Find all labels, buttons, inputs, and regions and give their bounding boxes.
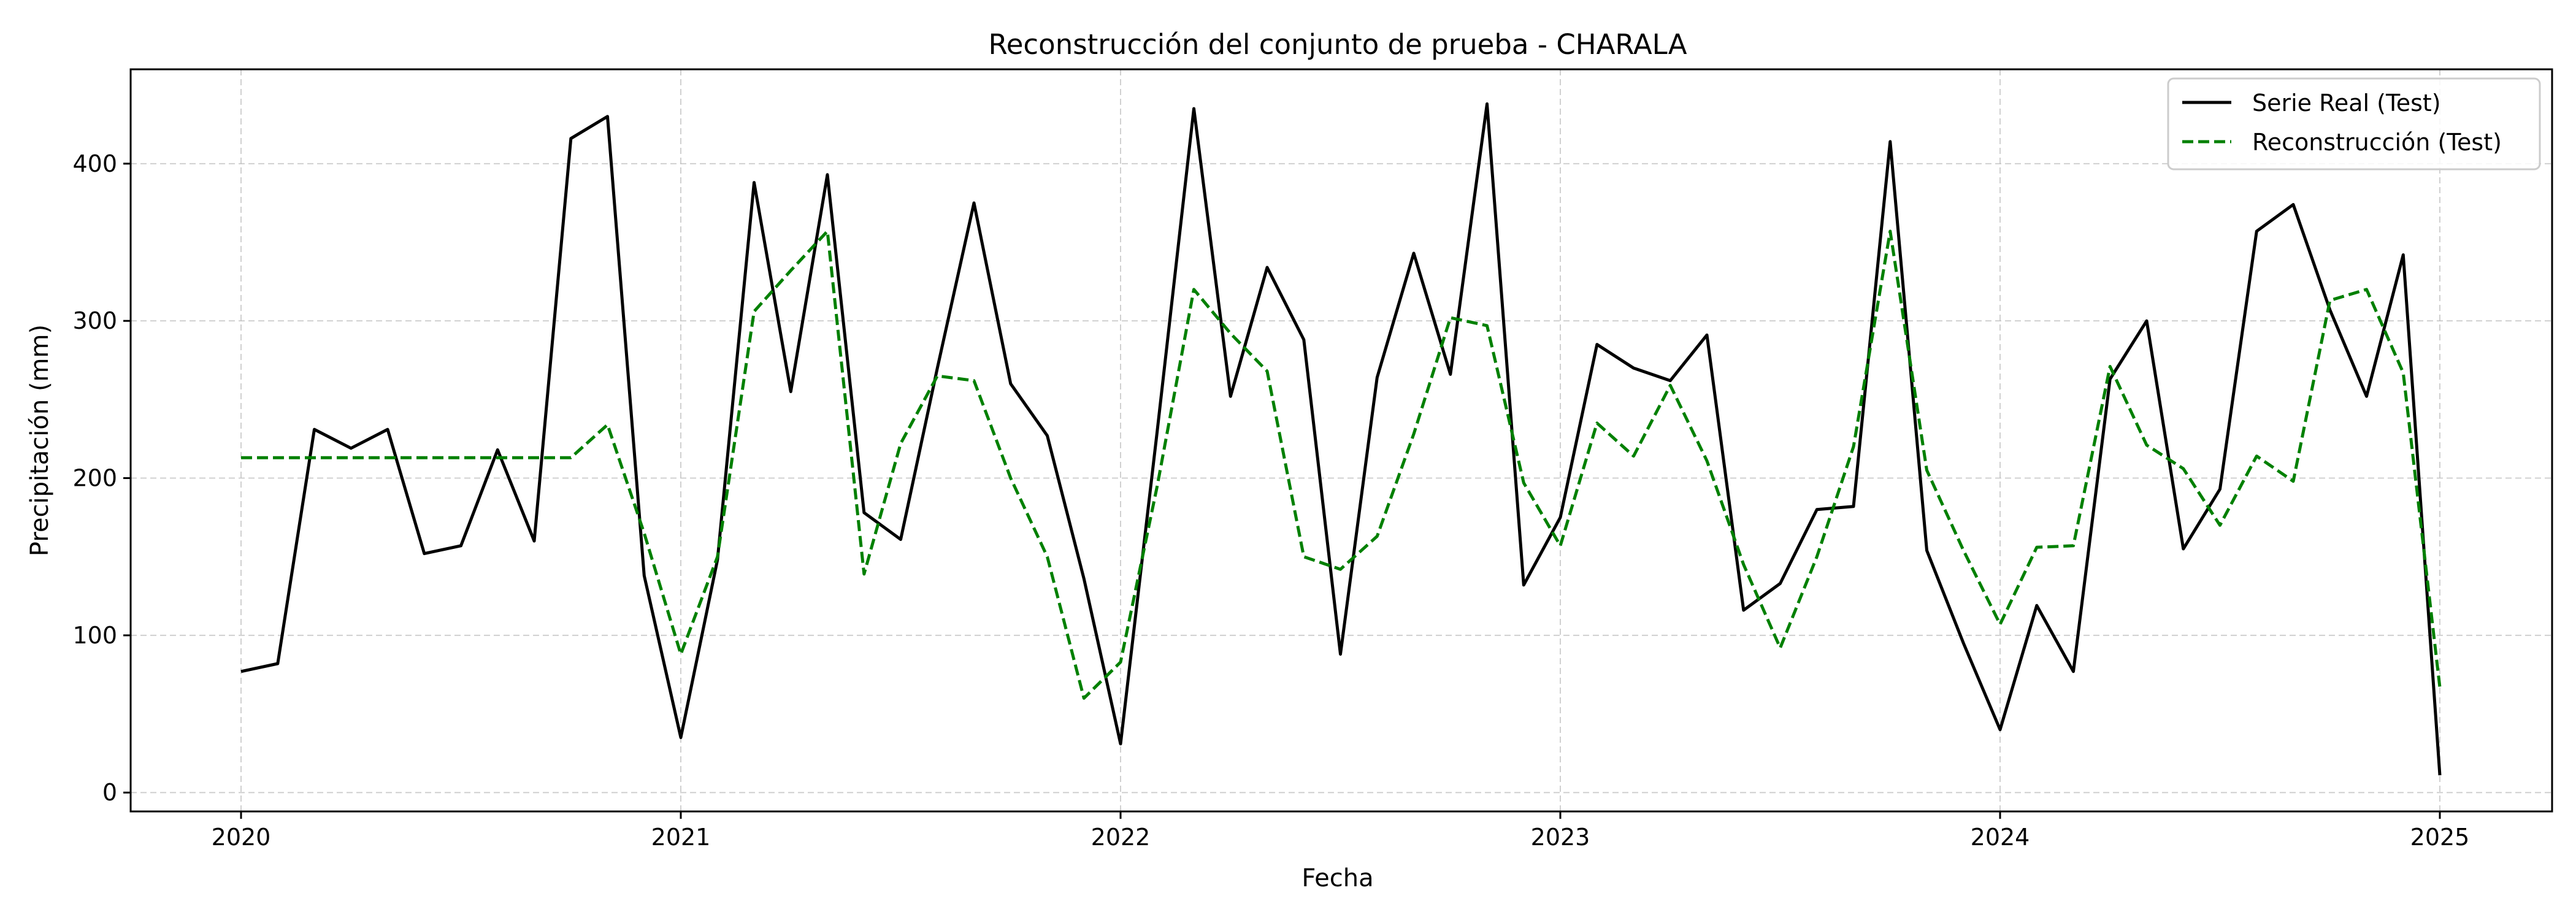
y-tick-label: 100 bbox=[72, 622, 117, 649]
legend-label-real: Serie Real (Test) bbox=[2252, 90, 2441, 117]
x-tick-label: 2022 bbox=[1091, 824, 1151, 851]
series-layer bbox=[240, 102, 2442, 776]
y-axis-label: Precipitación (mm) bbox=[26, 324, 54, 556]
x-axis-label: Fecha bbox=[1301, 864, 1373, 892]
plot-frame bbox=[129, 68, 2553, 813]
x-tick-label: 2023 bbox=[1531, 824, 1590, 851]
x-tick-label: 2024 bbox=[1971, 824, 2030, 851]
legend: Serie Real (Test) Reconstrucción (Test) bbox=[2167, 77, 2541, 171]
series-line-real bbox=[240, 102, 2442, 776]
y-tick-label: 300 bbox=[72, 307, 117, 334]
x-tick-label: 2020 bbox=[212, 824, 271, 851]
y-tick-label: 200 bbox=[72, 465, 117, 492]
x-tick-label: 2025 bbox=[2410, 824, 2470, 851]
grid bbox=[131, 69, 2552, 811]
x-tick-label: 2021 bbox=[651, 824, 711, 851]
y-tick-label: 0 bbox=[102, 779, 117, 806]
chart-title: Reconstrucción del conjunto de prueba - … bbox=[988, 28, 1687, 61]
y-axis: 0 100 200 300 400 bbox=[72, 150, 131, 806]
legend-label-reconstruction: Reconstrucción (Test) bbox=[2252, 129, 2502, 156]
x-axis: 2020 2021 2022 2023 2024 2025 bbox=[212, 811, 2470, 851]
legend-box bbox=[2167, 77, 2541, 171]
series-line-reconstruction bbox=[241, 229, 2442, 700]
y-tick-label: 400 bbox=[72, 150, 117, 177]
